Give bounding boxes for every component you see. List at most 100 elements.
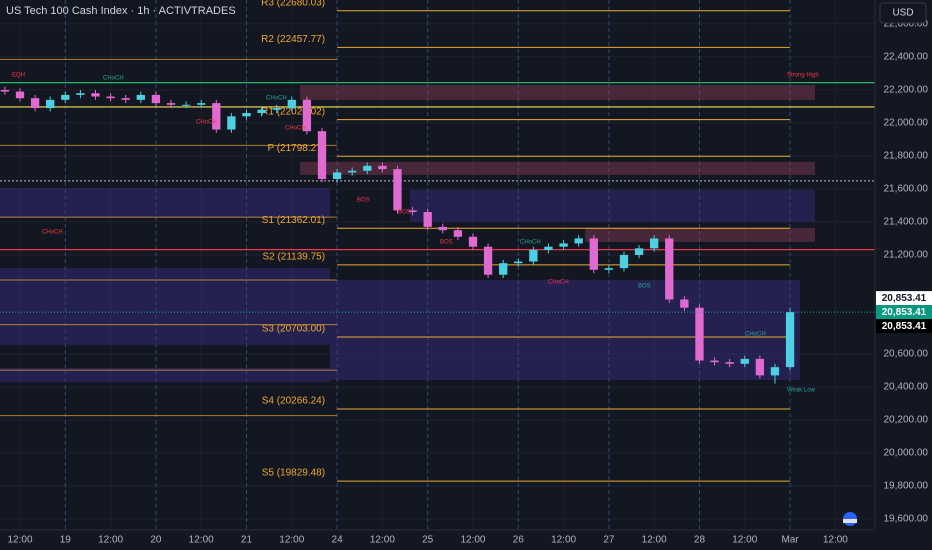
candle-body	[106, 96, 115, 99]
zone	[409, 189, 815, 222]
pivot-label: S3 (20703.00)	[262, 324, 325, 335]
candle-body	[363, 165, 372, 171]
candle-body	[393, 169, 402, 211]
y-tick-label: 20,200.00	[884, 415, 929, 426]
candle-body	[483, 246, 493, 275]
y-tick-label: 22,200.00	[884, 85, 929, 96]
currency-button[interactable]	[879, 2, 927, 24]
flag-stripe	[843, 519, 857, 523]
annotation: BOS	[357, 198, 370, 204]
zone	[0, 367, 330, 382]
candle-body	[408, 210, 417, 213]
annotation: BOS	[440, 240, 453, 246]
price-label: 20,853.41	[882, 307, 927, 318]
pivot-label: P (21798.27)	[267, 143, 325, 154]
candle-body	[589, 238, 598, 270]
x-tick-label: Mar	[781, 535, 799, 546]
candle-body	[695, 307, 704, 361]
pivot-label: R1 (22020.02)	[261, 106, 325, 117]
annotation: CHoCH	[745, 332, 766, 338]
candle-body	[680, 299, 689, 308]
pivot-label: R2 (22457.77)	[261, 34, 325, 45]
candle-body	[302, 99, 312, 132]
candle-body	[785, 312, 795, 368]
y-tick-label: 19,600.00	[884, 514, 929, 525]
candle-body	[438, 226, 447, 231]
y-tick-label: 20,000.00	[884, 448, 929, 459]
candle-body	[91, 93, 100, 97]
candle-body	[453, 230, 463, 237]
annotation: CHoCH	[42, 230, 63, 236]
y-tick-label: 22,000.00	[884, 118, 929, 129]
x-tick-label: 12:00	[189, 535, 214, 546]
price-label-box	[876, 291, 932, 306]
candle-body	[514, 261, 523, 264]
price-axis-panel	[875, 0, 932, 550]
y-tick-label: 21,400.00	[884, 217, 929, 228]
candle-body	[559, 243, 568, 247]
x-tick-label: 12:00	[732, 535, 757, 546]
pivot-label: S1 (21362.01)	[262, 215, 325, 226]
candle-body	[61, 94, 70, 100]
x-tick-label: 12:00	[279, 535, 304, 546]
candle-body	[710, 360, 719, 363]
currency-button-label[interactable]: USD	[892, 8, 913, 19]
annotation: CHoCH	[520, 240, 541, 246]
candle-body	[348, 170, 357, 173]
x-tick-label: 12:00	[551, 535, 576, 546]
zone	[0, 187, 330, 218]
candle-body	[574, 238, 583, 244]
y-tick-label: 21,800.00	[884, 151, 929, 162]
x-tick-label: 12:00	[7, 535, 32, 546]
candle-body	[0, 89, 10, 92]
candle-body	[604, 268, 614, 270]
annotation: CHoCH	[285, 126, 306, 132]
candle-body	[166, 103, 176, 105]
candle-body	[272, 108, 281, 110]
candle-body	[529, 249, 538, 262]
candle-body	[499, 263, 508, 275]
x-tick-label: 25	[422, 535, 434, 546]
zone	[329, 280, 800, 381]
candle-body	[15, 91, 25, 99]
pivot-label: S2 (21139.75)	[262, 252, 325, 263]
y-tick-label: 21,200.00	[884, 250, 929, 261]
annotation: EQH	[12, 73, 25, 79]
annotation: CHoCH	[548, 280, 569, 286]
annotation: CHoCH	[196, 120, 217, 126]
x-tick-label: 21	[241, 535, 253, 546]
candle-body	[121, 98, 130, 100]
candle-body	[197, 103, 206, 105]
x-tick-label: 12:00	[98, 535, 123, 546]
candle-body	[212, 103, 221, 130]
candle-body	[619, 254, 629, 269]
candle-body	[650, 238, 659, 249]
annotation: CHoCH	[266, 96, 287, 102]
x-tick-label: 12:00	[642, 535, 667, 546]
annotation: BOS	[398, 210, 411, 216]
annotation: Strong High	[787, 73, 819, 79]
x-tick-label: 20	[150, 535, 162, 546]
candle-body	[287, 99, 296, 109]
chart-title: US Tech 100 Cash Index · 1h · ACTIVTRADE…	[6, 5, 236, 17]
candle-body	[544, 246, 553, 250]
y-tick-label: 20,400.00	[884, 382, 929, 393]
price-label-box	[876, 319, 932, 334]
x-tick-label: 12:00	[823, 535, 848, 546]
candle-body	[634, 248, 644, 255]
candle-body	[76, 93, 85, 95]
candle-body	[46, 99, 55, 109]
y-tick-label: 22,600.00	[884, 19, 929, 30]
x-tick-label: 24	[332, 535, 344, 546]
candle-body	[665, 238, 674, 300]
y-tick-label: 21,600.00	[884, 184, 929, 195]
x-tick-label: 12:00	[460, 535, 485, 546]
candle-body	[136, 94, 145, 100]
x-tick-label: 28	[694, 535, 706, 546]
annotation: Weak Low	[787, 388, 816, 394]
x-tick-label: 27	[603, 535, 615, 546]
axes: 22,600.00 22,400.00 22,200.00 22,000.00 21,8…	[7, 19, 932, 546]
time-axis-panel	[0, 530, 875, 550]
zone	[300, 84, 815, 100]
